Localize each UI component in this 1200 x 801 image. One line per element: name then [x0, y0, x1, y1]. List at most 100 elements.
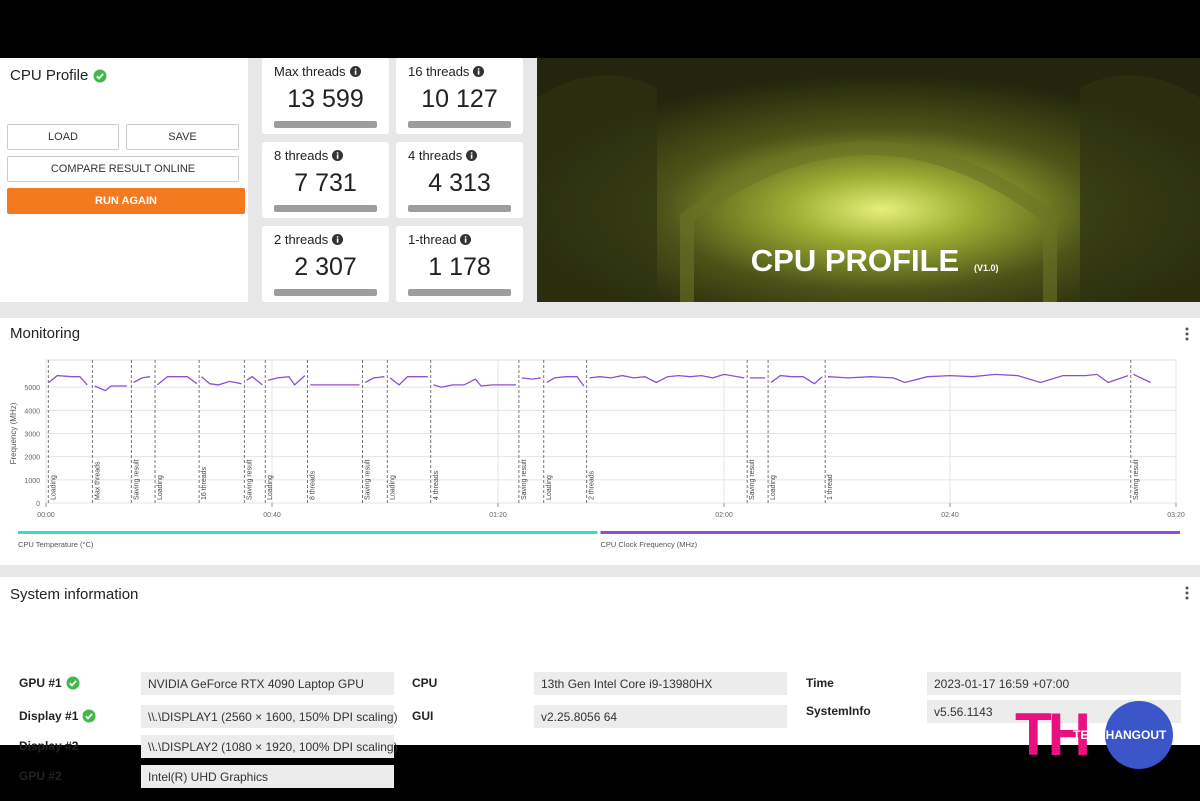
legend-label: CPU Clock Frequency (MHz) — [601, 540, 698, 549]
info-label: GPU #2 — [19, 769, 62, 783]
score-value: 1 178 — [428, 253, 491, 281]
info-label: GPU #1 — [19, 676, 80, 690]
score-name: 16 threads — [408, 64, 470, 79]
score-card: 4 threads 4 313 — [396, 142, 523, 218]
info-value: NVIDIA GeForce RTX 4090 Laptop GPU — [141, 672, 394, 695]
score-label: 2 threads — [274, 232, 344, 247]
score-name: 1-thread — [408, 232, 457, 247]
page-title: CPU Profile — [10, 67, 89, 84]
info-glyph — [337, 238, 339, 243]
ok-icon — [66, 676, 80, 690]
phase-label: Saving result — [1133, 459, 1140, 500]
score-label: 16 threads — [408, 64, 485, 79]
banner-pillars — [537, 75, 1200, 302]
phase-label: Saving result — [364, 459, 371, 500]
logo-circle — [1105, 701, 1173, 769]
info-label-text: SystemInfo — [806, 704, 871, 718]
ok-icon — [82, 709, 96, 723]
x-tick-label: 00:40 — [263, 512, 281, 519]
info-icon[interactable] — [466, 150, 478, 161]
ok-icon — [93, 69, 107, 82]
x-tick-label: 00:00 — [37, 512, 55, 519]
phase-label: Loading — [770, 475, 777, 500]
info-value: 2023-01-17 16:59 +07:00 — [927, 672, 1181, 695]
legend-label: CPU Temperature (°C) — [18, 540, 94, 549]
plot-area — [45, 359, 1177, 504]
load-button[interactable]: LOAD — [7, 124, 119, 150]
phase-label: Loading — [157, 475, 164, 500]
info-label-text: Display #1 — [19, 709, 79, 723]
logo-mark: TH — [1015, 701, 1091, 768]
ok-check — [68, 680, 77, 687]
score-bar — [274, 289, 377, 296]
phase-label: 2 threads — [589, 470, 596, 500]
score-card: 8 threads 7 731 — [262, 142, 389, 218]
score-value: 7 731 — [294, 169, 357, 197]
monitoring-chart: 0 1000 2000 3000 4000 5000 00:00 00:40 01:20 02:0… — [9, 359, 1185, 549]
legend-swatch — [18, 531, 598, 534]
info-dot — [471, 152, 473, 154]
phase-label: Loading — [389, 475, 396, 500]
info-dot — [337, 236, 339, 238]
info-glyph — [471, 154, 473, 159]
phase-label: Saving result — [133, 459, 140, 500]
score-value: 10 127 — [421, 85, 498, 113]
info-dot — [478, 68, 480, 70]
score-label: 4 threads — [408, 148, 478, 163]
phase-label: Max threads — [94, 461, 101, 500]
banner: CPU PROFILE (V1.0) — [537, 58, 1200, 302]
menu-icon[interactable] — [1183, 585, 1191, 601]
run-again-button[interactable]: RUN AGAIN — [7, 188, 245, 214]
score-card: 1-thread 1 178 — [396, 226, 523, 302]
score-value: 13 599 — [287, 85, 364, 113]
menu-icon[interactable] — [1183, 326, 1191, 342]
logo-name: TECHHANGOUT — [1073, 728, 1167, 742]
score-card: 16 threads 10 127 — [396, 58, 523, 134]
info-value: Intel(R) UHD Graphics — [141, 765, 394, 788]
info-label-text: GUI — [412, 709, 434, 723]
y-tick-label: 2000 — [24, 455, 40, 462]
info-value: 13th Gen Intel Core i9-13980HX — [534, 672, 787, 695]
score-card: 2 threads 2 307 — [262, 226, 389, 302]
phase-label: Loading — [546, 475, 553, 500]
info-label: GUI — [412, 709, 433, 723]
score-value: 2 307 — [294, 253, 357, 281]
score-name: 8 threads — [274, 148, 329, 163]
info-value: \\.\DISPLAY1 (2560 × 1600, 150% DPI scal… — [141, 705, 398, 728]
info-glyph — [465, 238, 467, 243]
info-label: Display #2 — [19, 739, 78, 753]
score-label: Max threads — [274, 64, 361, 79]
save-button[interactable]: SAVE — [126, 124, 239, 150]
banner-arch — [680, 141, 1057, 302]
score-bar — [408, 289, 511, 296]
ok-check — [85, 713, 94, 720]
y-tick-label: 3000 — [24, 432, 40, 439]
sysinfo-panel: System information GPU #1 NVIDIA GeForce … — [0, 577, 1200, 788]
info-glyph — [354, 70, 356, 75]
info-dot — [337, 152, 339, 154]
score-label: 1-thread — [408, 232, 472, 247]
info-label: CPU — [412, 676, 437, 690]
info-icon[interactable] — [332, 150, 344, 161]
score-name: 2 threads — [274, 232, 329, 247]
y-tick-label: 5000 — [24, 385, 40, 392]
info-icon[interactable] — [473, 66, 485, 77]
sysinfo-title: System information — [10, 586, 139, 603]
x-tick-label: 02:00 — [715, 512, 733, 519]
info-label-text: GPU #1 — [19, 676, 62, 690]
score-name: 4 threads — [408, 148, 463, 163]
y-tick-label: 0 — [36, 501, 40, 508]
info-icon[interactable] — [460, 234, 472, 245]
info-dot — [465, 236, 467, 238]
score-card: Max threads 13 599 — [262, 58, 389, 134]
phase-label: Loading — [50, 475, 57, 500]
info-label: SystemInfo — [806, 704, 871, 718]
info-icon[interactable] — [332, 234, 344, 245]
info-label: Time — [806, 676, 834, 690]
score-value: 4 313 — [428, 169, 491, 197]
info-icon[interactable] — [349, 66, 361, 77]
banner-title: CPU PROFILE — [751, 243, 959, 278]
x-tick-label: 01:20 — [489, 512, 507, 519]
compare-button[interactable]: COMPARE RESULT ONLINE — [7, 156, 239, 182]
